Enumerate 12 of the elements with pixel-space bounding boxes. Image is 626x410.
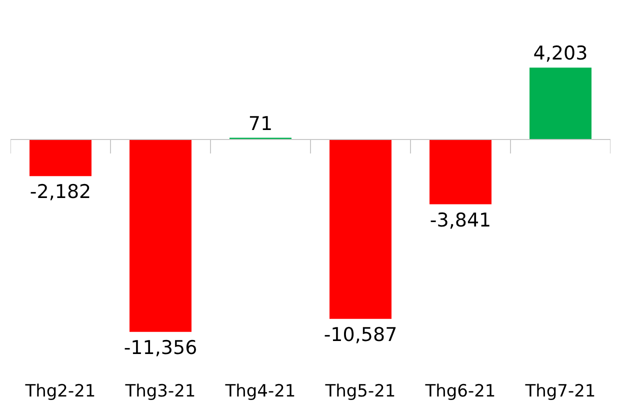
data-label: -10,587 [324,324,398,346]
data-label: 71 [248,112,273,135]
data-label: -3,841 [430,209,492,232]
x-tick-label: Thg5-21 [324,382,396,402]
x-tick-label: Thg4-21 [224,382,296,402]
x-tick-label: Thg3-21 [124,382,196,402]
data-label: -2,182 [30,181,92,204]
data-label: 4,203 [533,42,588,65]
x-tick-label: Thg7-21 [524,382,596,402]
x-tick-label: Thg2-21 [24,382,96,402]
data-label: -11,356 [124,336,198,359]
x-tick-label: Thg6-21 [424,382,496,402]
